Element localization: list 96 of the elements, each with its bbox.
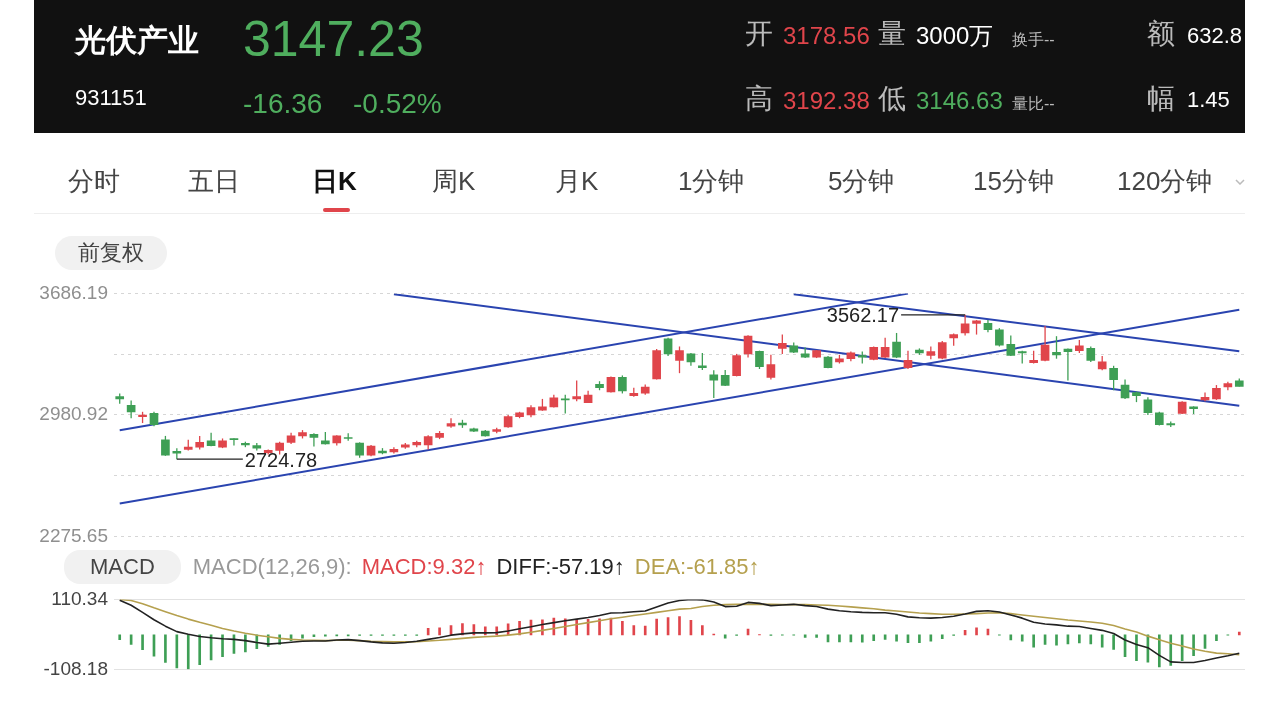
y-tick-label: 2980.92 [39, 403, 108, 425]
bar [1192, 634, 1195, 657]
bar [1100, 634, 1104, 648]
text: -0.52% [353, 88, 442, 119]
candlestick [1052, 335, 1061, 360]
legend-title: MACD(12,26,9): [192, 554, 352, 580]
text: 日K [312, 166, 357, 196]
text: 周K [432, 166, 476, 196]
bar [164, 634, 167, 663]
bar [301, 634, 304, 639]
bar [221, 634, 224, 658]
series-label: DEA:-61.85↑ [634, 554, 760, 580]
bar [1055, 634, 1058, 646]
bar [643, 625, 647, 636]
bar [1215, 634, 1218, 641]
bar [438, 627, 441, 636]
bar [1078, 634, 1081, 644]
y-tick-label: -108.18 [43, 657, 108, 679]
bar [198, 634, 202, 666]
bar [1020, 634, 1024, 642]
candlestick [903, 350, 913, 370]
y-tick-label: 2275.65 [39, 524, 108, 546]
text: 632.8 [1187, 23, 1243, 48]
candlestick [618, 374, 627, 395]
candlestick [777, 333, 787, 355]
text: 分时 [68, 166, 120, 196]
candlestick [309, 432, 319, 448]
bar [598, 618, 601, 636]
text: 3147.23 [243, 11, 424, 67]
text: 高 [745, 83, 773, 114]
bar [723, 634, 727, 639]
bar [1135, 634, 1138, 661]
annotation: 2724.78 [244, 448, 318, 471]
bar [186, 634, 190, 670]
chart-subtitle: 931151 [75, 85, 147, 110]
text: 月K [555, 166, 599, 196]
candlestick [766, 354, 776, 381]
text: -16.36 [243, 88, 323, 119]
text: 换手-- [1012, 31, 1055, 48]
bar [815, 634, 818, 638]
candlestick [937, 340, 947, 360]
text: 量 [878, 18, 906, 49]
candlestick [675, 345, 684, 374]
text: 3000万 [916, 22, 994, 49]
annotation: 3562.17 [826, 304, 900, 327]
bar [1237, 631, 1241, 636]
candlestick [161, 435, 170, 457]
bar [1112, 634, 1115, 650]
candlestick [572, 379, 582, 402]
candlestick [892, 332, 901, 359]
bar [918, 634, 921, 643]
candlestick [709, 369, 719, 399]
text: 量比-- [1012, 95, 1055, 112]
text: 低 [878, 83, 906, 114]
bar [872, 634, 876, 641]
bar [1032, 634, 1035, 648]
text: 幅 [1147, 83, 1175, 114]
bar [678, 616, 681, 636]
text: 5分钟 [828, 166, 895, 196]
bar [1089, 634, 1093, 645]
bar [632, 625, 636, 636]
text: MACD:9.32↑ [361, 554, 487, 580]
text: 五日 [188, 166, 240, 196]
bar [940, 634, 944, 640]
candlestick [743, 334, 753, 359]
bar [621, 621, 624, 636]
bar [701, 625, 704, 636]
text: 3192.38 [783, 87, 870, 114]
text: MACD [64, 550, 181, 584]
candlestick [1040, 325, 1050, 362]
text: 1分钟 [678, 166, 745, 196]
text: 额 [1147, 18, 1175, 49]
bar [118, 634, 122, 640]
text: 3178.56 [783, 22, 870, 49]
bar [141, 634, 144, 650]
bar [895, 634, 898, 642]
candlestick [880, 337, 890, 359]
bar [975, 627, 978, 636]
bar [1009, 634, 1013, 641]
y-tick-label: 3686.19 [39, 281, 108, 303]
text: 15分钟 [973, 166, 1054, 196]
bar [860, 634, 864, 643]
series-label: DIFF:-57.19↑ [496, 554, 625, 580]
candlestick [1109, 365, 1118, 391]
text: 开 [745, 18, 773, 49]
text: 前复权 [55, 236, 167, 270]
text: 1.45 [1187, 87, 1230, 112]
bar [244, 634, 247, 653]
bar [838, 634, 841, 643]
y-tick-label: 110.34 [51, 587, 109, 609]
text: 120分钟 [1117, 166, 1213, 196]
candlestick [229, 437, 239, 447]
bar [655, 618, 658, 636]
text: 3146.63 [916, 87, 1003, 114]
candlestick [446, 417, 456, 429]
chart-title: 光伏产业 [75, 23, 199, 58]
